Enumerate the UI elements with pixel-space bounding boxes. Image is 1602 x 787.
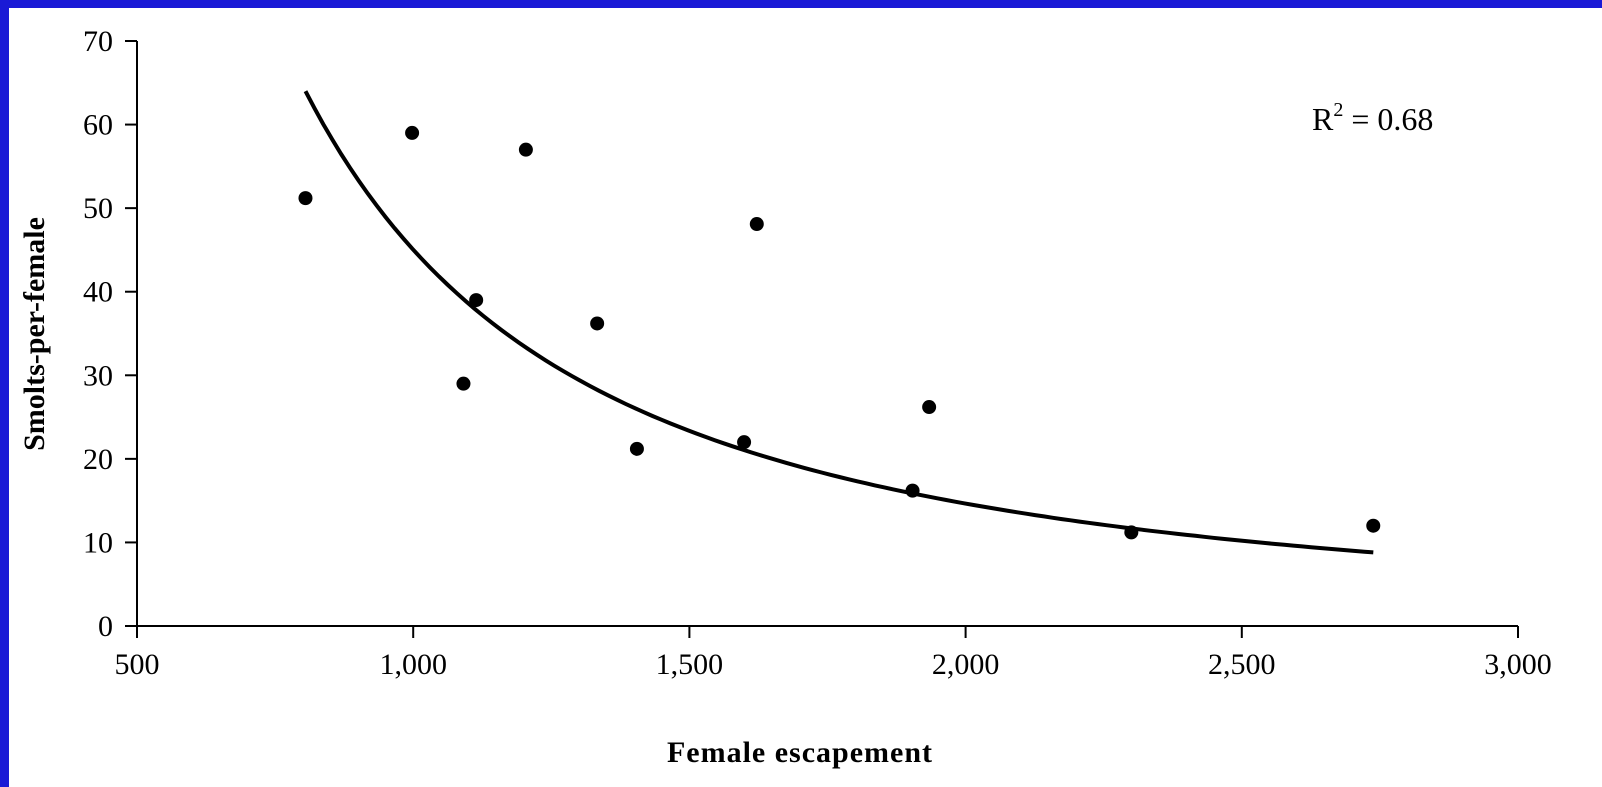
y-tick-label: 30 bbox=[83, 359, 113, 392]
r-squared-main: R bbox=[1312, 101, 1334, 137]
r-squared-superscript: 2 bbox=[1333, 99, 1343, 121]
power-trendline bbox=[303, 90, 1374, 555]
y-axis-title: Smolts-per-female bbox=[18, 217, 51, 451]
x-axis-ticks: 500 1,000 1,500 2,000 2,500 3,000 bbox=[115, 626, 1552, 681]
data-point bbox=[590, 316, 605, 331]
x-tick-label: 2,000 bbox=[932, 648, 1000, 681]
y-tick-label: 10 bbox=[83, 526, 113, 559]
data-point bbox=[518, 142, 533, 157]
r-squared-value: = 0.68 bbox=[1343, 101, 1433, 137]
data-point bbox=[405, 125, 420, 140]
y-tick-label: 60 bbox=[83, 109, 113, 142]
data-point bbox=[1366, 518, 1381, 533]
data-point bbox=[749, 217, 764, 232]
y-tick-label: 50 bbox=[83, 192, 113, 225]
data-point bbox=[469, 293, 484, 308]
data-point bbox=[922, 400, 937, 415]
y-tick-label: 70 bbox=[83, 25, 113, 58]
y-axis-ticks: 0 10 20 30 40 50 60 70 bbox=[83, 25, 137, 643]
data-point bbox=[298, 191, 313, 206]
data-point bbox=[456, 376, 471, 391]
plot-area: 0 10 20 30 40 50 60 70 500 1,000 1,500 2,000 2,500 3… bbox=[83, 25, 1552, 681]
y-tick-label: 20 bbox=[83, 443, 113, 476]
data-points bbox=[298, 125, 1381, 540]
x-tick-label: 2,500 bbox=[1208, 648, 1276, 681]
x-tick-label: 3,000 bbox=[1484, 648, 1552, 681]
x-axis-title: Female escapement bbox=[667, 736, 933, 769]
y-tick-label: 0 bbox=[98, 610, 113, 643]
chart-frame bbox=[9, 8, 1602, 787]
x-tick-label: 500 bbox=[115, 648, 160, 681]
r-squared-annotation: R2 = 0.68 bbox=[1312, 99, 1433, 137]
data-point bbox=[905, 483, 920, 498]
data-point bbox=[737, 435, 752, 450]
data-point bbox=[1124, 525, 1139, 540]
x-tick-label: 1,000 bbox=[379, 648, 447, 681]
y-tick-label: 40 bbox=[83, 276, 113, 309]
x-tick-label: 1,500 bbox=[656, 648, 724, 681]
data-point bbox=[629, 441, 644, 456]
